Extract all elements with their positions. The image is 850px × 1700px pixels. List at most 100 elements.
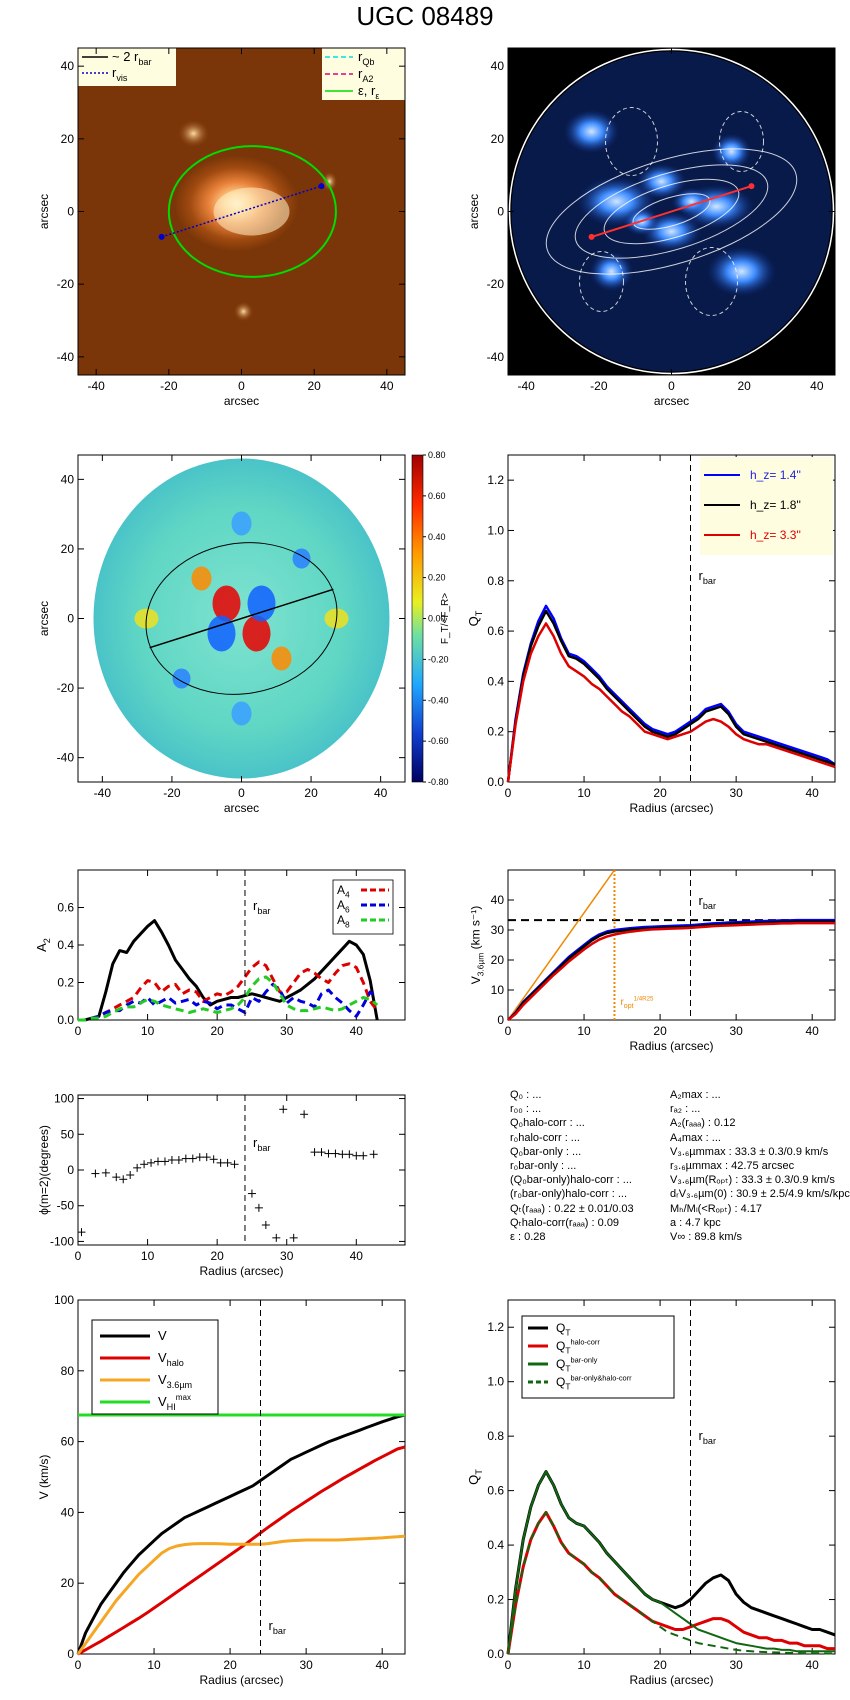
residual-panel-axes: -40 -20 0 20 40 -40 -20 0 20 40 arcsec arcsec (467, 47, 836, 408)
x-tick-label: 10 (141, 1249, 155, 1263)
legend-label: ε, rε (358, 83, 379, 101)
y-tick-label: 0.4 (57, 938, 74, 952)
param-vinf: V∞ : 89.8 km/s (670, 1231, 743, 1244)
x-tick-label: -20 (590, 379, 608, 393)
y-tick-label: -20 (487, 277, 505, 291)
legend-label: A4 (337, 883, 350, 900)
y-tick-label: 0.6 (487, 1484, 504, 1498)
bar-radius-label: rbar (269, 1618, 287, 1636)
legend-label: QT (556, 1321, 570, 1338)
colorbar-tick-label: -0.40 (428, 695, 449, 705)
y-tick-label: 0 (67, 1163, 74, 1177)
legend-label: V3.6µm (158, 1372, 192, 1390)
y-tick-label: 0.6 (57, 901, 74, 915)
colorbar-tick-label: 0.80 (428, 450, 446, 460)
residual-image (508, 48, 835, 375)
x-tick-label: 40 (806, 1658, 820, 1672)
y-tick-label: 0.6 (487, 624, 504, 638)
y-tick-label: -40 (487, 350, 505, 364)
y-tick-label: 0.2 (57, 976, 74, 990)
param-rq0: r₀₀ : ... (510, 1103, 542, 1116)
force-map-axes: -40 -20 0 20 40 -40 -20 0 20 40 arcsec arcsec (37, 454, 406, 815)
legend-left-box (78, 48, 176, 86)
y-axis-label: arcsec (37, 194, 51, 229)
x-tick-label: 0 (505, 786, 512, 800)
y-tick-label: 0.8 (487, 574, 504, 588)
x-tick-label: 0 (75, 1249, 82, 1263)
bar-line (591, 185, 752, 238)
x-tick-label: 0 (75, 1024, 82, 1038)
y-tick-label: -100 (50, 1234, 74, 1248)
x-tick-label: 40 (376, 1658, 390, 1672)
x-tick-label: 30 (729, 1658, 743, 1672)
y-axis-label: A2 (34, 938, 52, 952)
x-tick-label: -20 (163, 786, 181, 800)
residual-blob (636, 163, 687, 200)
velocity-profile-frame (507, 869, 836, 1021)
x-tick-label: 30 (299, 1658, 313, 1672)
y-tick-label: 0.4 (487, 1538, 504, 1552)
x-tick-label: 10 (147, 1658, 161, 1672)
galaxy-knot (177, 119, 210, 148)
bar-radius-label: rbar (253, 898, 271, 916)
param-rq0-bar-only-halo-corr: (r₀bar-only)halo-corr : ... (510, 1188, 628, 1201)
colorbar-tick-label: -0.20 (428, 654, 449, 664)
x-axis-label: arcsec (654, 394, 689, 408)
y-tick-label: 0 (67, 612, 74, 626)
x-tick-label: 30 (280, 1024, 294, 1038)
qt-profile-frame (507, 454, 836, 783)
y-tick-label: 0.8 (487, 1429, 504, 1443)
colorbar-tick-label: 0.60 (428, 491, 446, 501)
colorbar-tick-label: -0.80 (428, 777, 449, 787)
velocity-series-line (507, 921, 835, 1021)
parameters-right-column: A₂max : ... rₐ₂ : ... A₂(rₐₐₐ) : 0.12 A₄… (670, 1088, 850, 1244)
y-tick-label: 100 (54, 1092, 74, 1106)
force-lobe (247, 585, 276, 622)
image-panel-axes: -40 -20 0 20 40 -40 -20 0 20 40 arcsec arcsec (37, 47, 406, 408)
residual-blob (706, 246, 777, 297)
y-tick-label: 0.0 (487, 775, 504, 789)
force-lobe (231, 701, 252, 726)
param-q0-bar-only: Q₀bar-only : ... (510, 1145, 582, 1158)
qt-series-line (506, 609, 836, 783)
legend-label: rQb (358, 49, 374, 67)
y-tick-label: 1.2 (487, 473, 504, 487)
galaxy-bulge (213, 187, 290, 236)
contour (574, 164, 769, 259)
galaxy-knot (321, 171, 338, 192)
bar-end-marker (588, 233, 595, 240)
phase-profile-frame (77, 1094, 406, 1246)
x-tick-label: 0 (505, 1024, 512, 1038)
param-qt-rbar: Qₜ(rₐₐₐ) : 0.22 ± 0.01/0.03 (510, 1202, 634, 1215)
bar-end-marker (748, 183, 755, 190)
y-tick-label: -20 (57, 681, 75, 695)
y-tick-label: 40 (491, 59, 505, 73)
x-tick-label: 40 (350, 1249, 364, 1263)
qt-corrected-series-line (507, 1511, 835, 1655)
x-tick-label: 20 (210, 1249, 224, 1263)
y-tick-label: 40 (61, 59, 75, 73)
param-a2-rbar: A₂(rₐₐₐ) : 0.12 (670, 1117, 736, 1130)
y-tick-label: 0 (497, 205, 504, 219)
y-axis-label: V (km/s) (37, 1455, 51, 1500)
legend-label: QThalo-corr (556, 1338, 600, 1356)
x-tick-label: 40 (380, 379, 394, 393)
inner-slope-line (507, 869, 616, 1021)
y-tick-label: 1.0 (487, 523, 504, 537)
fourier-series-line (78, 975, 379, 1022)
y-tick-label: 1.2 (487, 1320, 504, 1334)
y-tick-label: 0 (67, 205, 74, 219)
colorbar-tick-label: 0.00 (428, 614, 446, 624)
param-a: a : 4.7 kpc (670, 1216, 721, 1229)
legend-label: rA2 (358, 66, 373, 84)
x-axis-label: arcsec (224, 801, 259, 815)
x-tick-label: 20 (223, 1658, 237, 1672)
rotation-series-line (76, 1413, 406, 1655)
y-tick-label: 80 (61, 1364, 75, 1378)
bar-radius-label: rbar (699, 893, 717, 911)
y-tick-label: 100 (54, 1293, 74, 1307)
x-tick-label: -20 (160, 379, 178, 393)
parameters-left-column: Q₀ : ... r₀₀ : ... Q₀halo-corr : ... r₀h… (510, 1088, 634, 1244)
